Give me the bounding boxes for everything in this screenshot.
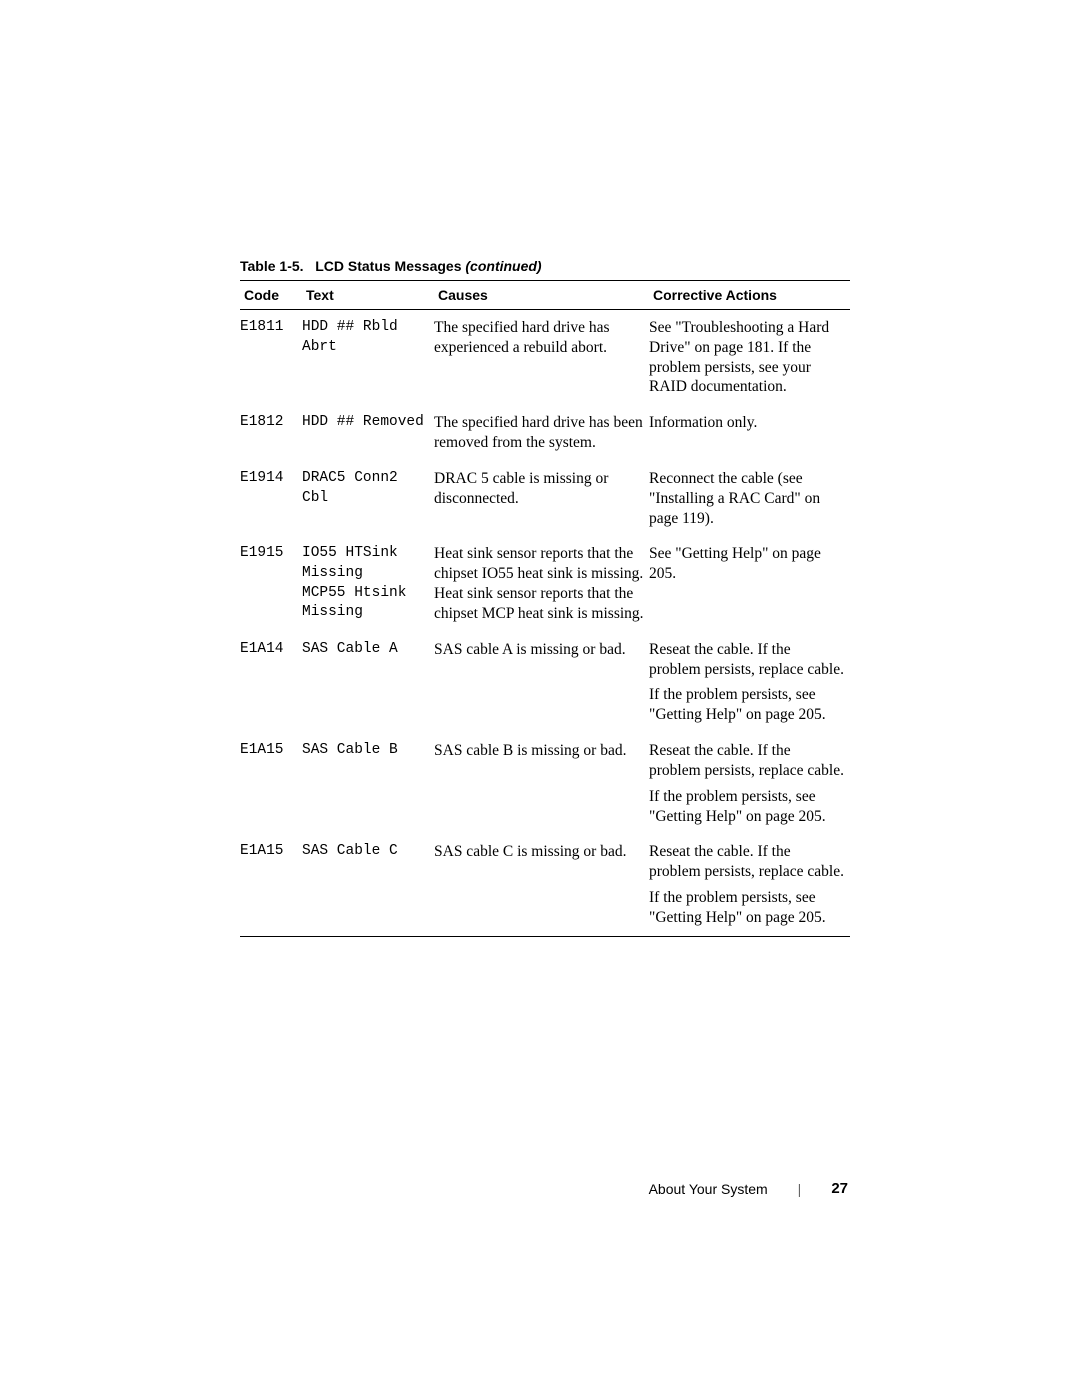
cell-text: SAS Cable B [302, 733, 434, 834]
action-text: Reseat the cable. If the problem persist… [649, 640, 846, 680]
cell-text: IO55 HTSink MissingMCP55 Htsink Missing [302, 536, 434, 631]
table-row: E1812 HDD ## Removed The specified hard … [240, 405, 850, 461]
caption-title: LCD Status Messages [315, 258, 461, 274]
cell-causes: SAS cable A is missing or bad. [434, 632, 649, 733]
page-footer: About Your System | 27 [649, 1180, 848, 1197]
cell-text: HDD ## Removed [302, 405, 434, 461]
cell-causes: SAS cable C is missing or bad. [434, 834, 649, 936]
cell-code: E1A14 [240, 632, 302, 733]
table-row: E1A15 SAS Cable B SAS cable B is missing… [240, 733, 850, 834]
cell-actions: Reseat the cable. If the problem persist… [649, 632, 850, 733]
table-caption: Table 1-5. LCD Status Messages (continue… [240, 258, 850, 274]
action-text: See "Troubleshooting a Hard Drive" on pa… [649, 318, 846, 397]
action-text: Information only. [649, 413, 846, 433]
lcd-status-table: Code Text Causes Corrective Actions E181… [240, 280, 850, 937]
cell-actions: Reseat the cable. If the problem persist… [649, 733, 850, 834]
cell-code: E1914 [240, 461, 302, 536]
cell-causes: Heat sink sensor reports that the chipse… [434, 536, 649, 631]
action-text: See "Getting Help" on page 205. [649, 544, 846, 584]
cell-text: SAS Cable C [302, 834, 434, 936]
action-text: Reseat the cable. If the problem persist… [649, 741, 846, 781]
footer-separator: | [798, 1181, 802, 1197]
action-text: If the problem persists, see "Getting He… [649, 888, 846, 928]
table-row: E1A15 SAS Cable C SAS cable C is missing… [240, 834, 850, 936]
cell-actions: Reconnect the cable (see "Installing a R… [649, 461, 850, 536]
action-text: Reconnect the cable (see "Installing a R… [649, 469, 846, 528]
cell-code: E1915 [240, 536, 302, 631]
footer-section: About Your System [649, 1181, 768, 1197]
header-causes: Causes [434, 281, 649, 310]
cell-actions: Information only. [649, 405, 850, 461]
document-page: Table 1-5. LCD Status Messages (continue… [0, 0, 1080, 937]
action-text: If the problem persists, see "Getting He… [649, 685, 846, 725]
action-text: Reseat the cable. If the problem persist… [649, 842, 846, 882]
action-text: If the problem persists, see "Getting He… [649, 787, 846, 827]
header-text: Text [302, 281, 434, 310]
cell-code: E1A15 [240, 834, 302, 936]
header-actions: Corrective Actions [649, 281, 850, 310]
cell-causes: The specified hard drive has experienced… [434, 310, 649, 406]
table-row: E1A14 SAS Cable A SAS cable A is missing… [240, 632, 850, 733]
table-row: E1914 DRAC5 Conn2 Cbl DRAC 5 cable is mi… [240, 461, 850, 536]
cell-code: E1811 [240, 310, 302, 406]
footer-page-number: 27 [831, 1180, 848, 1197]
header-code: Code [240, 281, 302, 310]
cell-text: HDD ## Rbld Abrt [302, 310, 434, 406]
caption-continued: (continued) [465, 258, 541, 274]
cell-causes: SAS cable B is missing or bad. [434, 733, 649, 834]
cell-code: E1A15 [240, 733, 302, 834]
cell-text: SAS Cable A [302, 632, 434, 733]
table-row: E1811 HDD ## Rbld Abrt The specified har… [240, 310, 850, 406]
cell-actions: Reseat the cable. If the problem persist… [649, 834, 850, 936]
cell-text: DRAC5 Conn2 Cbl [302, 461, 434, 536]
cell-actions: See "Troubleshooting a Hard Drive" on pa… [649, 310, 850, 406]
cell-actions: See "Getting Help" on page 205. [649, 536, 850, 631]
caption-label: Table 1-5. [240, 258, 304, 274]
table-header-row: Code Text Causes Corrective Actions [240, 281, 850, 310]
table-row: E1915 IO55 HTSink MissingMCP55 Htsink Mi… [240, 536, 850, 631]
cell-code: E1812 [240, 405, 302, 461]
cell-causes: The specified hard drive has been remove… [434, 405, 649, 461]
cell-causes: DRAC 5 cable is missing or disconnected. [434, 461, 649, 536]
